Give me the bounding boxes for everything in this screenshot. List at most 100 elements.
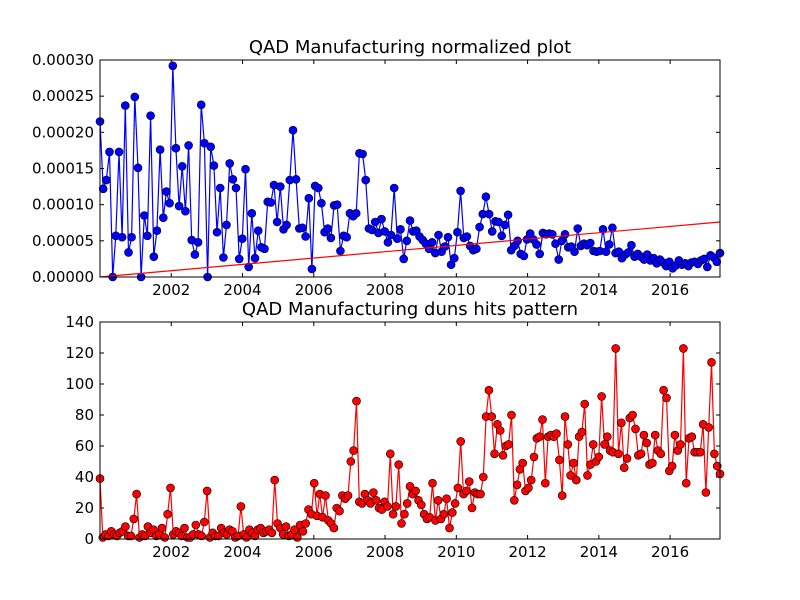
data-point <box>191 520 201 530</box>
data-point <box>184 141 193 150</box>
data-point <box>291 175 301 184</box>
data-point <box>577 427 587 437</box>
data-point <box>487 227 497 236</box>
data-point <box>617 418 626 428</box>
data-point <box>351 209 361 218</box>
plot-area <box>95 61 725 282</box>
y-tick-label: 0.00020 <box>32 123 94 141</box>
y-tick-label: 0.00005 <box>32 232 94 250</box>
data-point <box>507 410 516 420</box>
data-point <box>391 502 401 511</box>
data-point <box>472 244 481 254</box>
data-point <box>197 531 206 541</box>
data-point <box>253 226 263 235</box>
data-point <box>200 517 209 527</box>
data-point <box>168 61 178 71</box>
data-point <box>631 424 640 434</box>
data-point <box>301 519 311 528</box>
data-point <box>476 489 485 499</box>
data-point <box>701 488 711 497</box>
x-tick-label: 2016 <box>651 543 689 561</box>
data-point <box>389 183 399 193</box>
data-point <box>475 222 484 232</box>
data-point <box>462 486 471 496</box>
data-point <box>157 523 167 533</box>
data-point <box>394 460 404 469</box>
data-point <box>535 249 545 259</box>
chart-title: QAD Manufacturing duns hits pattern <box>242 299 578 320</box>
y-tick-label: 0 <box>84 530 94 548</box>
data-point <box>266 198 276 207</box>
y-tick-label: 0.00015 <box>32 160 94 178</box>
data-point <box>241 164 250 174</box>
data-point <box>117 232 127 242</box>
data-point <box>642 438 652 448</box>
trend-line <box>99 221 721 278</box>
data-point <box>206 142 215 152</box>
data-point <box>326 233 336 243</box>
data-point <box>608 223 617 233</box>
data-point <box>604 240 614 249</box>
x-tick-label: 2012 <box>508 543 546 561</box>
data-point <box>196 100 206 110</box>
data-point <box>601 247 611 256</box>
data-point <box>228 175 238 184</box>
data-point <box>336 246 345 256</box>
data-point <box>160 533 170 542</box>
data-point <box>433 495 443 505</box>
data-point <box>405 481 415 491</box>
data-point <box>159 213 168 222</box>
data-point <box>146 111 155 120</box>
x-tick-label: 2004 <box>223 281 261 299</box>
axis-ticks: 2002 2004 2006 2008 2010 2012 2014 2016 0.00000 0… <box>32 51 720 299</box>
y-tick-label: 120 <box>65 344 94 362</box>
data-point <box>130 92 140 102</box>
data-point <box>416 500 426 510</box>
data-point <box>504 440 513 449</box>
data-point <box>202 486 212 496</box>
data-point <box>712 257 722 267</box>
data-point <box>428 478 437 488</box>
data-point <box>670 430 680 440</box>
data-point <box>484 209 494 219</box>
data-point <box>377 214 386 224</box>
axis-ticks: 2002 2004 2006 2008 2010 2012 2014 2016 0 20 40 60 8… <box>65 313 720 561</box>
data-point <box>497 231 507 241</box>
data-point <box>298 526 308 536</box>
data-point <box>687 432 697 442</box>
data-point <box>309 478 319 488</box>
data-point <box>555 455 564 465</box>
data-point <box>149 252 159 262</box>
data-point <box>212 227 222 237</box>
data-point <box>321 491 330 500</box>
x-tick-label: 2010 <box>437 281 475 299</box>
data-point <box>400 509 409 519</box>
data-point <box>193 238 203 247</box>
data-point <box>352 396 361 406</box>
data-point <box>304 193 314 203</box>
x-tick-label: 2006 <box>295 543 333 561</box>
axes-frame <box>99 59 721 278</box>
data-point <box>456 437 466 446</box>
x-tick-label: 2012 <box>508 281 546 299</box>
data-point <box>383 238 393 247</box>
data-point <box>155 145 165 154</box>
y-tick-label: 40 <box>75 468 94 486</box>
y-tick-label: 0.00010 <box>32 196 94 214</box>
data-point <box>571 475 581 485</box>
data-point <box>163 509 172 519</box>
data-point <box>662 393 671 403</box>
data-point <box>152 226 162 235</box>
data-point <box>443 232 453 242</box>
data-point <box>449 253 459 263</box>
data-point <box>346 457 356 466</box>
data-point <box>369 488 378 497</box>
data-point <box>464 477 474 486</box>
data-point <box>439 509 449 519</box>
data-point <box>133 163 143 173</box>
data-point <box>102 175 111 185</box>
data-point <box>447 508 457 517</box>
data-point <box>121 101 130 110</box>
data-point <box>307 264 317 274</box>
data-point <box>342 232 352 242</box>
